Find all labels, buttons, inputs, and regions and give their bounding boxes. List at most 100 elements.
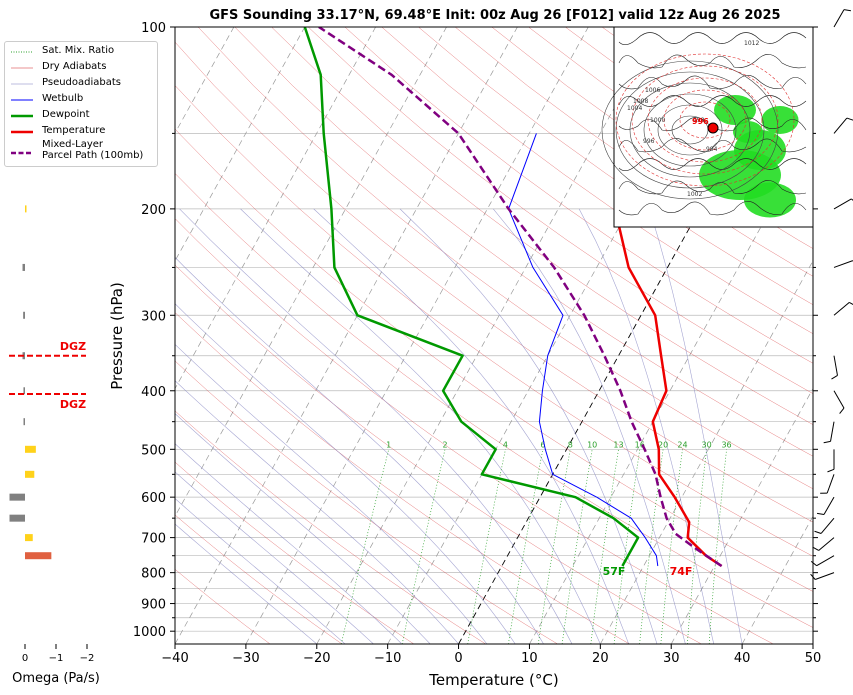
thickness-contour <box>647 77 763 163</box>
y-tick-label: 900 <box>141 598 166 613</box>
map-pressure-label: 994 <box>706 146 718 153</box>
isotherm <box>175 27 447 517</box>
map-border <box>618 201 807 216</box>
pressure-contour <box>601 60 779 200</box>
legend: Sat. Mix. Ratio Dry Adiabats Pseudoadiab… <box>4 41 158 167</box>
wind-barb-flag <box>810 560 817 567</box>
pseudoadiabat <box>179 208 573 644</box>
precip-area <box>714 95 756 125</box>
map-pressure-label: 1012 <box>744 40 759 47</box>
wind-barb <box>820 517 835 534</box>
wind-barb <box>833 117 848 134</box>
pseudoadiabat <box>175 303 516 644</box>
pseudoadiabat <box>175 256 544 644</box>
dewpoint-line <box>303 27 640 567</box>
legend-item-dry-adiabats: Dry Adiabats <box>11 61 106 72</box>
legend-label-line1: Mixed-Layer <box>42 139 104 150</box>
wind-barb-flag <box>823 440 831 444</box>
dry-adiabat <box>344 27 813 364</box>
temperature-surface-label: 74F <box>670 565 693 578</box>
x-tick-label: −20 <box>303 651 330 666</box>
mixing-ratio-label: 4 <box>503 440 508 449</box>
isotherm <box>458 27 802 644</box>
wind-barb-flag <box>812 546 819 551</box>
dry-adiabat <box>418 27 813 306</box>
x-tick-label: 20 <box>592 651 609 666</box>
dgz-label-lower: DGZ <box>60 398 86 411</box>
mixing-ratio-label: 36 <box>721 440 731 449</box>
omega-bar <box>9 514 25 522</box>
mixing-ratio-label: 2 <box>442 440 447 449</box>
pressure-contour <box>629 82 751 178</box>
omega-bar <box>25 552 52 560</box>
wind-barb <box>833 198 852 210</box>
map-pressure-label: 1008 <box>633 98 648 105</box>
dry-adiabat <box>308 27 813 394</box>
mixing-ratio-line <box>660 449 683 644</box>
x-axis-label: Temperature (°C) <box>428 671 558 689</box>
pseudoadiabat <box>175 343 488 644</box>
legend-label: Sat. Mix. Ratio <box>42 45 115 56</box>
inset-map-border <box>613 26 814 228</box>
x-tick-label: 30 <box>663 651 680 666</box>
mixing-ratio-line <box>508 449 544 644</box>
dry-adiabat <box>454 27 813 277</box>
map-border <box>618 95 807 107</box>
wind-barb-flag <box>843 9 851 12</box>
pseudoadiabat <box>649 208 743 644</box>
mixing-ratio-label: 24 <box>677 440 687 449</box>
map-pressure-label: 996 <box>643 138 655 145</box>
omega-bar <box>25 470 35 478</box>
dry-adiabat <box>175 568 271 644</box>
pseudoadiabat <box>578 208 715 644</box>
dry-adiabat <box>175 312 630 644</box>
map-border <box>618 54 807 69</box>
omega-bar <box>23 418 25 426</box>
legend-label-line2: Parcel Path (100mb) <box>42 150 144 161</box>
thickness-contour <box>631 65 779 175</box>
omega-axis-label: Omega (Pa/s) <box>12 671 100 686</box>
dewpoint-surface-label: 57F <box>603 565 626 578</box>
dry-adiabat <box>175 41 813 523</box>
pressure-contour <box>643 93 737 167</box>
map-station-label: 996 <box>692 117 709 126</box>
legend-label: Dewpoint <box>42 109 90 120</box>
mixing-ratio-line <box>561 449 593 644</box>
wind-barb-flag <box>851 198 853 201</box>
wind-barb-flag <box>827 468 835 473</box>
mixing-ratio-line <box>639 449 664 644</box>
y-tick-label: 1000 <box>133 625 166 640</box>
precip-area <box>733 121 763 143</box>
map-border <box>618 180 807 195</box>
wind-barb <box>833 390 845 409</box>
precip-area <box>761 106 799 134</box>
x-tick-label: −40 <box>161 651 188 666</box>
legend-item-sat-mix-ratio: Sat. Mix. Ratio <box>11 45 114 56</box>
mixing-ratio-line <box>708 449 727 644</box>
x-tick-label: 10 <box>521 651 538 666</box>
omega-bar <box>25 445 36 453</box>
map-border <box>618 138 807 153</box>
background-lines <box>175 27 813 644</box>
pseudoadiabat <box>399 208 658 644</box>
legend-item-pseudoadiabats: Pseudoadiabats <box>11 77 121 88</box>
isotherm <box>316 27 660 644</box>
dry-adiabat <box>175 218 774 644</box>
pseudoadiabat <box>175 380 459 644</box>
legend-label: Pseudoadiabats <box>42 77 122 88</box>
wind-barb-flag <box>831 374 838 380</box>
legend-item-parcel-path: Mixed-Layer Parcel Path (100mb) <box>11 139 143 161</box>
pseudoadiabat <box>175 471 374 644</box>
dry-adiabat <box>175 360 558 644</box>
thickness-contour <box>679 101 731 139</box>
pseudoadiabat <box>175 413 431 644</box>
isotherm <box>600 260 813 644</box>
y-tick-label: 200 <box>141 203 166 218</box>
legend-item-dewpoint: Dewpoint <box>11 109 90 120</box>
y-tick-label: 300 <box>141 309 166 324</box>
precip-area <box>744 182 796 218</box>
pressure-contour <box>615 71 765 189</box>
pseudoadiabat <box>175 443 403 644</box>
map-pressure-label: 1002 <box>687 191 702 198</box>
